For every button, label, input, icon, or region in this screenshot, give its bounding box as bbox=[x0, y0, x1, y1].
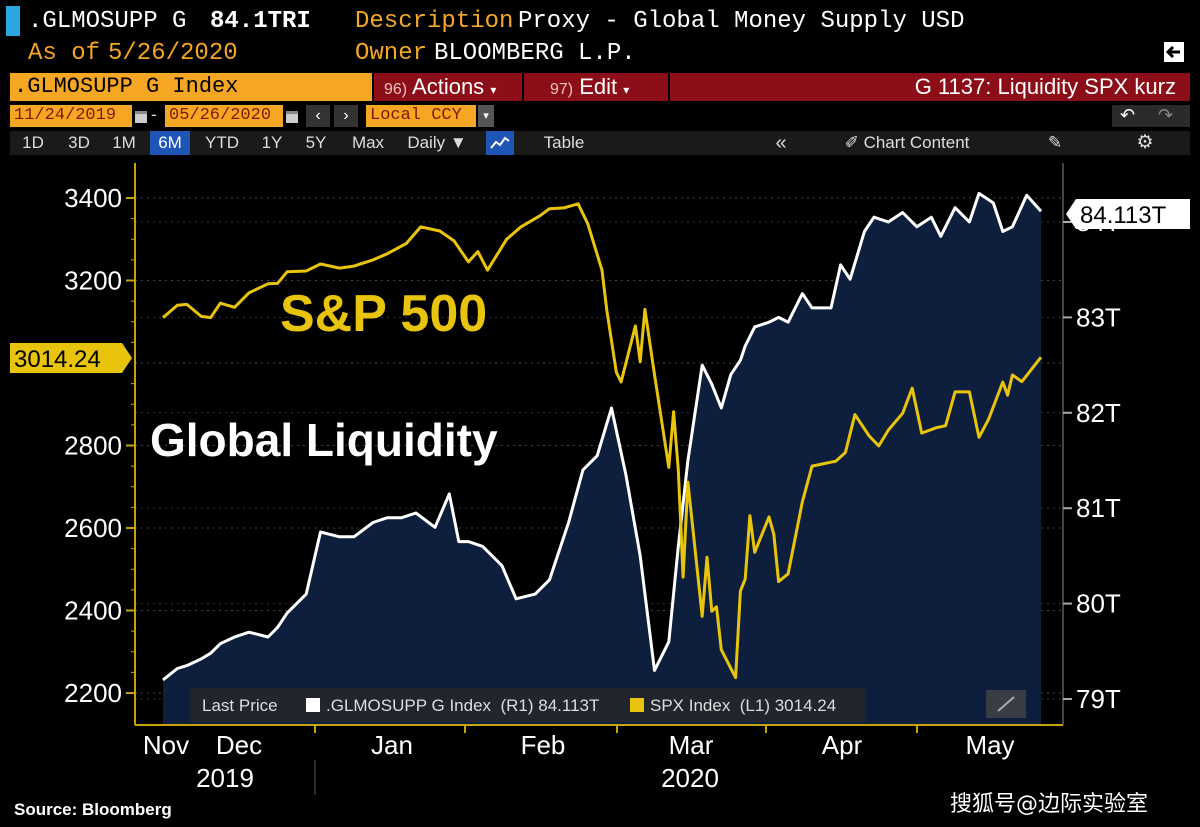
watermark: 搜狐号@边际实验室 bbox=[950, 792, 1149, 817]
right-tick-label: 83T bbox=[1076, 302, 1121, 332]
x-tick-label: May bbox=[965, 730, 1014, 760]
edit-number: 97) bbox=[550, 81, 574, 98]
left-tick-label: 2600 bbox=[64, 513, 122, 543]
actions-number: 96) bbox=[384, 81, 408, 98]
period-button-max[interactable]: Max bbox=[351, 133, 385, 152]
spx-series-line bbox=[162, 202, 1043, 680]
as-of-date: 5/26/2020 bbox=[108, 40, 238, 67]
security-header: .GLMOSUPP G 84.1TRI As of 5/26/2020 Desc… bbox=[0, 0, 1200, 70]
collapse-left-icon[interactable]: « bbox=[775, 132, 787, 154]
chart-content-button[interactable]: ✐ Chart Content bbox=[832, 131, 982, 155]
left-tick-label: 2400 bbox=[64, 596, 122, 626]
sp500-annotation: S&P 500 bbox=[280, 285, 487, 343]
settings-gear-icon[interactable]: ⚙ bbox=[1136, 132, 1154, 153]
owner-value: BLOOMBERG L.P. bbox=[434, 40, 636, 67]
left-tick-label: 2200 bbox=[64, 678, 122, 708]
source-note: Source: Bloomberg bbox=[14, 800, 172, 819]
period-button-6m[interactable]: 6M bbox=[150, 131, 190, 155]
period-button-5y[interactable]: 5Y bbox=[305, 133, 327, 152]
calendar-icon[interactable] bbox=[285, 108, 299, 124]
date-separator: - bbox=[151, 105, 157, 124]
chevron-down-icon: ▾ bbox=[623, 83, 630, 97]
right-tick-label: 80T bbox=[1076, 589, 1121, 619]
actions-label: Actions bbox=[412, 74, 485, 99]
table-button[interactable]: Table bbox=[543, 133, 585, 152]
chart-legend: Last Price .GLMOSUPP G Index (R1) 84.113… bbox=[190, 688, 866, 722]
chart-content-label: Chart Content bbox=[863, 133, 970, 152]
period-button-1y[interactable]: 1Y bbox=[261, 133, 283, 152]
legend-series1: .GLMOSUPP G Index (R1) 84.113T bbox=[326, 696, 599, 715]
x-axis-ticks: Nov Dec Jan Feb Mar Apr May 2019 2020 bbox=[143, 725, 1015, 793]
line-chart-icon[interactable] bbox=[486, 131, 514, 155]
left-axis-ticks: 2200 2400 2600 2800 3200 3400 bbox=[64, 183, 135, 708]
chart-content-icon: ✐ bbox=[844, 133, 859, 152]
description-value: Proxy - Global Money Supply USD bbox=[518, 8, 965, 35]
legend-swatch-spx bbox=[630, 698, 644, 712]
edit-menu[interactable]: 97) Edit ▾ bbox=[524, 73, 668, 101]
prev-period-button[interactable]: ‹ bbox=[306, 105, 330, 127]
start-date-input[interactable]: 11/24/2019 bbox=[10, 105, 132, 127]
security-marker bbox=[6, 6, 20, 36]
edit-chart-icon[interactable]: ✎ bbox=[1047, 133, 1063, 152]
left-tick-label: 2800 bbox=[64, 431, 122, 461]
security-input[interactable]: .GLMOSUPP G Index bbox=[10, 73, 372, 101]
chevron-down-icon[interactable]: ▾ bbox=[478, 105, 494, 127]
right-axis-ticks: 79T80T81T82T83T84T bbox=[1063, 207, 1121, 714]
legend-swatch-liquidity bbox=[306, 698, 320, 712]
edit-label: Edit bbox=[579, 74, 618, 99]
undo-redo-group: ↶ ↷ bbox=[1112, 105, 1190, 127]
right-tick-label: 82T bbox=[1076, 398, 1121, 428]
x-tick-label: Nov bbox=[143, 730, 189, 760]
chart-area: 2200 2400 2600 2800 3200 3400 79T 80T 81T 82T 83T… bbox=[10, 163, 1190, 795]
liquidity-series-line bbox=[162, 191, 1043, 682]
liquidity-area-fill bbox=[163, 193, 1041, 725]
spx-last-value: 3014.24 bbox=[14, 346, 101, 373]
x-tick-label: Feb bbox=[521, 730, 566, 760]
redo-icon[interactable]: ↷ bbox=[1158, 105, 1174, 125]
chart-title-bar: G 1137: Liquidity SPX kurz bbox=[670, 73, 1190, 101]
x-tick-label: Jan bbox=[371, 730, 413, 760]
liquidity-last-value: 84.113T bbox=[1080, 202, 1167, 229]
right-last-value-label: 84.113T bbox=[1066, 199, 1190, 229]
period-button-1d[interactable]: 1D bbox=[22, 133, 44, 152]
legend-series2: SPX Index (L1) 3014.24 bbox=[650, 696, 836, 715]
last-value: 84.1TRI bbox=[210, 8, 311, 35]
currency-select[interactable]: Local CCY bbox=[366, 105, 476, 127]
period-button-3d[interactable]: 3D bbox=[68, 133, 90, 152]
toolbar bbox=[10, 131, 1190, 155]
period-button-ytd[interactable]: YTD bbox=[205, 133, 239, 152]
period-button-1m[interactable]: 1M bbox=[112, 133, 136, 152]
actions-menu[interactable]: 96) Actions ▾ bbox=[374, 73, 522, 101]
liquidity-annotation: Global Liquidity bbox=[150, 414, 498, 466]
caret-down-icon: ▼ bbox=[449, 133, 467, 152]
frequency-select[interactable]: Daily ▼ bbox=[398, 131, 476, 155]
chevron-down-icon: ▾ bbox=[490, 83, 497, 97]
x-tick-label: Apr bbox=[822, 730, 863, 760]
right-tick-label: 79T bbox=[1076, 684, 1121, 714]
next-period-button[interactable]: › bbox=[334, 105, 358, 127]
owner-label: Owner bbox=[355, 40, 428, 67]
end-date-input[interactable]: 05/26/2020 bbox=[165, 105, 283, 127]
frequency-label: Daily bbox=[407, 133, 446, 152]
left-last-value-label: 3014.24 bbox=[10, 343, 132, 373]
legend-last-price: Last Price bbox=[202, 696, 278, 715]
x-year-label: 2019 bbox=[196, 763, 254, 793]
right-tick-label: 81T bbox=[1076, 493, 1121, 523]
x-tick-label: Mar bbox=[669, 730, 714, 760]
left-tick-label: 3200 bbox=[64, 266, 122, 296]
undo-icon[interactable]: ↶ bbox=[1120, 105, 1136, 125]
chart-title: G 1137: Liquidity SPX kurz bbox=[914, 74, 1176, 99]
as-of-label: As of bbox=[28, 40, 101, 67]
x-year-label: 2020 bbox=[661, 763, 719, 793]
calendar-icon[interactable] bbox=[134, 108, 148, 124]
x-tick-label: Dec bbox=[216, 730, 262, 760]
left-tick-label: 3400 bbox=[64, 183, 122, 213]
description-label: Description bbox=[355, 8, 514, 35]
ticker: .GLMOSUPP G bbox=[28, 8, 187, 35]
export-icon[interactable] bbox=[1162, 40, 1186, 64]
legend-toggle-button bbox=[986, 690, 1026, 718]
